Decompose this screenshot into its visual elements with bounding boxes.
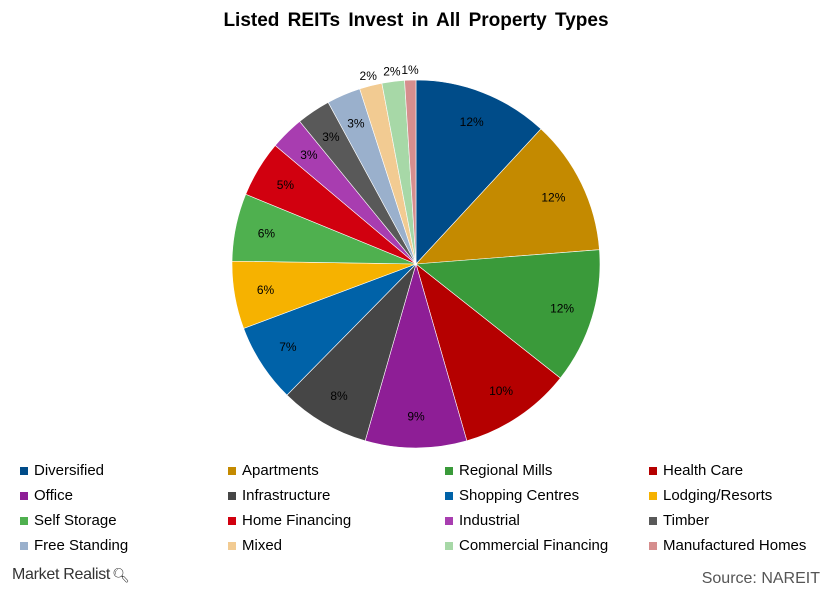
pie-slice-regional-mills (415, 249, 601, 379)
legend-swatch (445, 466, 453, 475)
pie-chart: 12%12%12%10%9%8%7%6%6%5%3%3%3%2% 2% 1% (231, 63, 601, 449)
legend-label: Shopping Centres (459, 487, 580, 504)
legend-swatch (649, 466, 657, 475)
legend-swatch (445, 516, 453, 525)
legend-label: Home Financing (242, 512, 352, 529)
legend-swatch (445, 491, 453, 500)
legend-item-commercial-financing: Commercial Financing (443, 536, 647, 555)
legend-swatch (228, 541, 236, 550)
legend-swatch (228, 516, 236, 525)
data-label-commercial-financing: 2% (383, 65, 401, 79)
legend-label: Diversified (34, 462, 105, 479)
legend-item-lodging-resorts: Lodging/Resorts (647, 486, 827, 505)
data-label-infrastructure: 8% (330, 389, 348, 403)
legend-label: Lodging/Resorts (663, 487, 773, 504)
data-label-manufactured-homes: 1% (401, 63, 419, 77)
pie-slice-diversified (415, 79, 542, 265)
legend-label: Industrial (459, 512, 520, 529)
legend-label: Mixed (242, 537, 283, 554)
data-label-home-financing: 5% (277, 178, 295, 192)
legend-item-regional-mills: Regional Mills (443, 461, 647, 480)
legend-swatch (228, 466, 236, 475)
legend-label: Apartments (242, 462, 319, 479)
pie-slice-manufactured-homes (404, 79, 417, 265)
data-label-free-standing: 3% (347, 117, 365, 131)
data-label-self-storage: 6% (258, 226, 276, 240)
legend-item-infrastructure: Infrastructure (226, 486, 443, 505)
legend-swatch (20, 541, 28, 550)
legend-swatch (649, 491, 657, 500)
legend-item-manufactured-homes: Manufactured Homes (647, 536, 827, 555)
pie-slice-health-care (415, 263, 561, 442)
data-label-diversified: 12% (460, 115, 484, 129)
legend-swatch (445, 541, 453, 550)
legend-item-self-storage: Self Storage (18, 511, 226, 530)
legend-swatch (649, 541, 657, 550)
legend-label: Health Care (663, 462, 744, 479)
legend-label: Commercial Financing (459, 537, 609, 554)
legend-item-health-care: Health Care (647, 461, 827, 480)
legend-swatch (649, 516, 657, 525)
legend-label: Infrastructure (242, 487, 331, 504)
legend-label: Free Standing (34, 537, 129, 554)
data-label-regional-mills: 12% (550, 302, 574, 316)
data-label-health-care: 10% (489, 384, 513, 398)
legend-item-office: Office (18, 486, 226, 505)
legend-label: Regional Mills (459, 462, 553, 479)
data-label-shopping-centres: 7% (279, 340, 297, 354)
legend-item-timber: Timber (647, 511, 827, 530)
chart-legend: Diversified Apartments Regional Mills Healt… (18, 461, 828, 555)
magnifier-icon: 🔍︎ (112, 566, 130, 583)
pie-slice-infrastructure (286, 263, 417, 442)
legend-swatch (20, 466, 28, 475)
pie-slice-office (364, 262, 468, 449)
legend-swatch (20, 491, 28, 500)
source-note: Source: NAREIT (701, 570, 820, 587)
legend-item-free-standing: Free Standing (18, 536, 226, 555)
legend-item-diversified: Diversified (18, 461, 226, 480)
legend-swatch (20, 516, 28, 525)
legend-item-shopping-centres: Shopping Centres (443, 486, 647, 505)
data-label-timber: 3% (322, 130, 340, 144)
legend-label: Timber (663, 512, 710, 529)
brand-name: Market Realist (12, 566, 111, 583)
legend-item-apartments: Apartments (226, 461, 443, 480)
legend-item-mixed: Mixed (226, 536, 443, 555)
brand-logo: Market Realist 🔍︎ (12, 566, 130, 584)
data-label-lodging-resorts: 6% (257, 283, 275, 297)
pie-slice-apartments (415, 128, 600, 265)
data-label-industrial: 3% (300, 148, 318, 162)
legend-label: Office (34, 487, 73, 504)
data-label-mixed: 2% (360, 69, 378, 83)
legend-item-home-financing: Home Financing (226, 511, 443, 530)
legend-label: Self Storage (34, 512, 117, 529)
legend-item-industrial: Industrial (443, 511, 647, 530)
legend-label: Manufactured Homes (663, 537, 807, 554)
data-label-apartments: 12% (541, 190, 565, 204)
legend-swatch (228, 491, 236, 500)
chart-title: Listed REITs Invest in All Property Type… (223, 10, 609, 31)
data-label-office: 9% (407, 410, 425, 424)
